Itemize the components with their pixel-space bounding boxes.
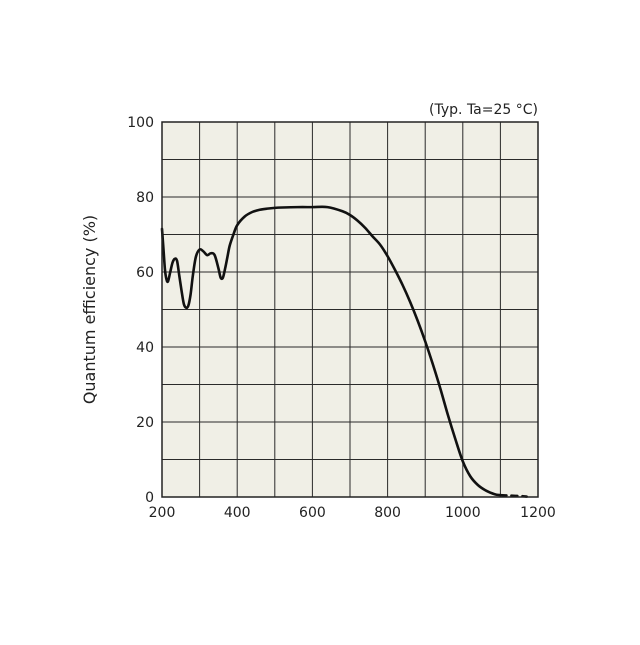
y-tick-label: 60 bbox=[136, 265, 154, 281]
plot-frame bbox=[161, 121, 539, 498]
y-tick-label: 80 bbox=[136, 190, 154, 206]
grid-lines bbox=[162, 122, 538, 497]
y-tick-label: 100 bbox=[127, 115, 154, 131]
tick-labels: 200 400 600 800 1000 1200 0 20 40 60 80 100 bbox=[127, 115, 556, 521]
qe-curve-line bbox=[160, 205, 502, 497]
x-tick-label: 1200 bbox=[520, 505, 556, 521]
x-tick-label: 600 bbox=[299, 505, 326, 521]
x-tick-label: 1000 bbox=[445, 505, 481, 521]
chart-annotation: (Typ. Ta=25 °C) bbox=[429, 102, 538, 118]
y-tick-label: 0 bbox=[145, 490, 154, 506]
y-axis-label: Quantum efficiency (%) bbox=[80, 215, 99, 404]
x-tick-label: 200 bbox=[149, 505, 176, 521]
x-tick-label: 400 bbox=[224, 505, 251, 521]
x-tick-label: 800 bbox=[374, 505, 401, 521]
y-tick-label: 40 bbox=[136, 340, 154, 356]
y-tick-label: 20 bbox=[136, 415, 154, 431]
